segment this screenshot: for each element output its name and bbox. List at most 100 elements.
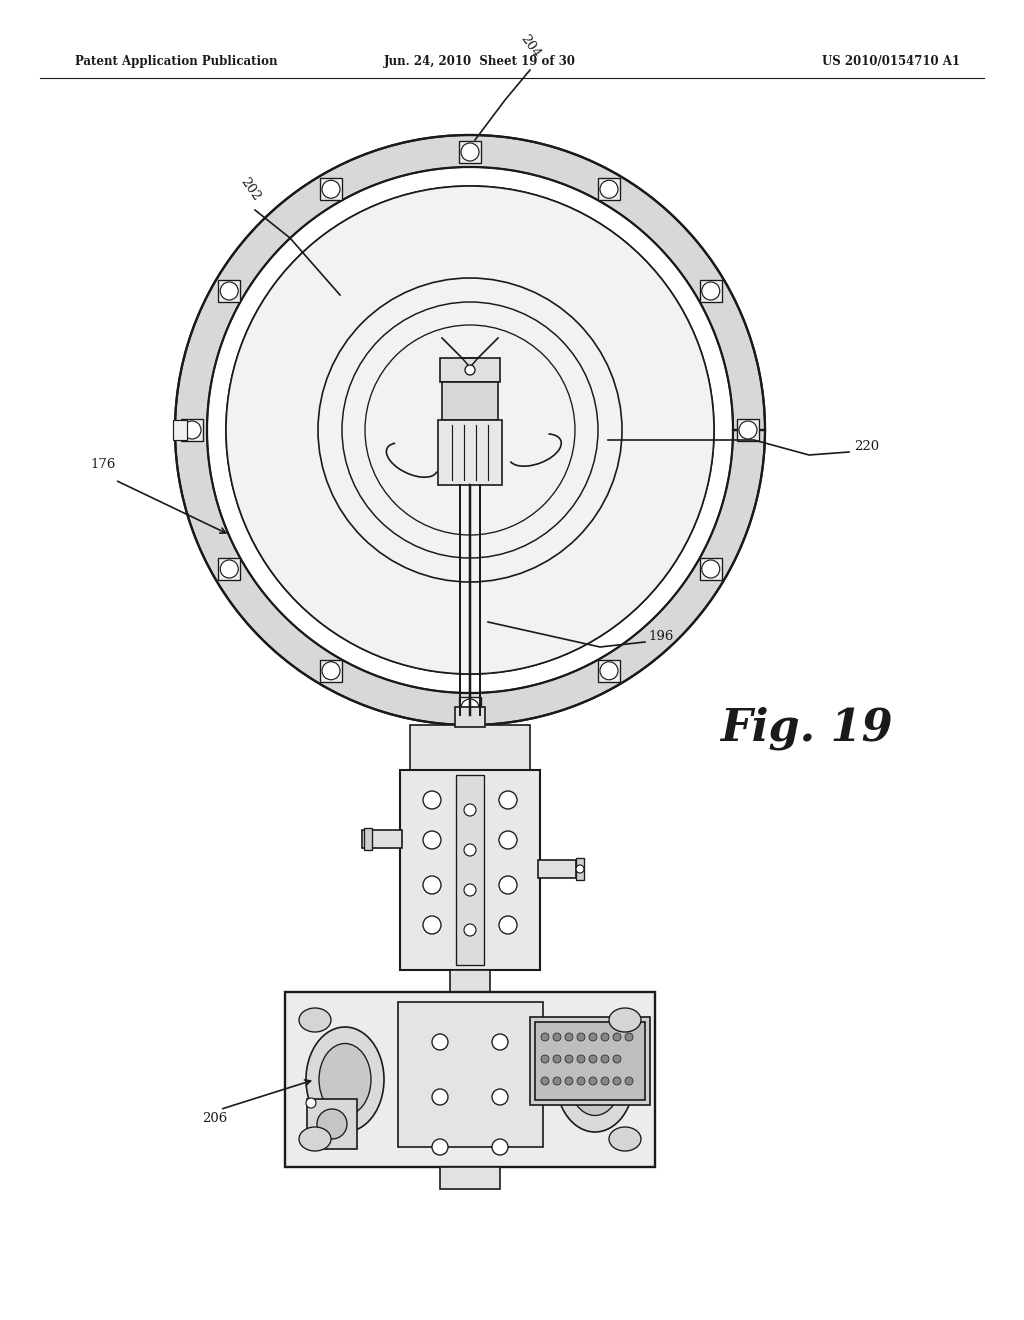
Circle shape — [613, 1034, 621, 1041]
Bar — [456, 775, 484, 965]
Circle shape — [701, 560, 720, 578]
Circle shape — [492, 1089, 508, 1105]
Circle shape — [541, 1034, 549, 1041]
Bar — [440, 1167, 500, 1189]
Circle shape — [600, 661, 618, 680]
Ellipse shape — [556, 1027, 634, 1133]
Circle shape — [317, 1109, 347, 1139]
Ellipse shape — [609, 1127, 641, 1151]
FancyBboxPatch shape — [459, 697, 481, 719]
Bar — [530, 1016, 650, 1105]
Ellipse shape — [569, 1044, 621, 1115]
Text: 206: 206 — [203, 1111, 227, 1125]
Circle shape — [601, 1055, 609, 1063]
Circle shape — [565, 1077, 573, 1085]
FancyBboxPatch shape — [459, 141, 481, 162]
Circle shape — [600, 181, 618, 198]
Circle shape — [739, 421, 757, 440]
Circle shape — [499, 791, 517, 809]
Circle shape — [226, 186, 714, 675]
Circle shape — [701, 282, 720, 300]
Circle shape — [423, 916, 441, 935]
Circle shape — [423, 791, 441, 809]
Circle shape — [464, 924, 476, 936]
Circle shape — [625, 1034, 633, 1041]
Text: Fig. 19: Fig. 19 — [720, 706, 893, 750]
Circle shape — [577, 1077, 585, 1085]
Ellipse shape — [299, 1008, 331, 1032]
Circle shape — [423, 876, 441, 894]
FancyBboxPatch shape — [218, 280, 241, 302]
Circle shape — [464, 843, 476, 855]
Bar — [440, 358, 500, 381]
Circle shape — [492, 1139, 508, 1155]
Circle shape — [565, 1055, 573, 1063]
Circle shape — [465, 366, 475, 375]
Circle shape — [575, 865, 584, 873]
FancyBboxPatch shape — [319, 178, 342, 201]
Circle shape — [625, 1077, 633, 1085]
Circle shape — [577, 1034, 585, 1041]
Bar — [362, 830, 402, 847]
Circle shape — [183, 421, 201, 440]
Circle shape — [589, 1034, 597, 1041]
Polygon shape — [175, 135, 765, 725]
Circle shape — [601, 1034, 609, 1041]
Circle shape — [432, 1034, 449, 1049]
Circle shape — [553, 1077, 561, 1085]
Circle shape — [220, 560, 239, 578]
Bar — [442, 381, 498, 420]
Bar — [400, 770, 540, 970]
Circle shape — [565, 1034, 573, 1041]
Circle shape — [220, 282, 239, 300]
FancyBboxPatch shape — [598, 660, 620, 681]
Bar — [538, 861, 575, 878]
Bar — [450, 970, 490, 993]
Bar — [364, 828, 372, 850]
FancyBboxPatch shape — [699, 558, 722, 579]
FancyBboxPatch shape — [181, 418, 203, 441]
FancyBboxPatch shape — [699, 280, 722, 302]
Bar — [285, 993, 655, 1167]
Circle shape — [306, 1098, 316, 1107]
Circle shape — [464, 804, 476, 816]
FancyBboxPatch shape — [218, 558, 241, 579]
Circle shape — [423, 832, 441, 849]
Circle shape — [589, 1055, 597, 1063]
Bar — [410, 725, 530, 770]
Circle shape — [499, 876, 517, 894]
Circle shape — [322, 181, 340, 198]
Text: US 2010/0154710 A1: US 2010/0154710 A1 — [822, 55, 961, 69]
Circle shape — [601, 1077, 609, 1085]
Ellipse shape — [319, 1044, 371, 1115]
Circle shape — [322, 661, 340, 680]
Text: Jun. 24, 2010  Sheet 19 of 30: Jun. 24, 2010 Sheet 19 of 30 — [384, 55, 575, 69]
Bar — [438, 420, 502, 484]
Bar — [535, 1022, 645, 1100]
Circle shape — [432, 1089, 449, 1105]
Text: 202: 202 — [238, 176, 262, 203]
FancyBboxPatch shape — [321, 660, 342, 681]
Circle shape — [492, 1034, 508, 1049]
Bar — [173, 420, 187, 440]
Circle shape — [461, 143, 479, 161]
Text: 196: 196 — [648, 630, 674, 643]
Text: Patent Application Publication: Patent Application Publication — [75, 55, 278, 69]
Text: 176: 176 — [90, 458, 116, 471]
Circle shape — [553, 1034, 561, 1041]
Ellipse shape — [299, 1127, 331, 1151]
Bar — [307, 1100, 357, 1148]
Circle shape — [499, 916, 517, 935]
Text: 204: 204 — [517, 32, 543, 59]
Bar — [397, 1002, 543, 1147]
Circle shape — [553, 1055, 561, 1063]
Circle shape — [589, 1077, 597, 1085]
Circle shape — [613, 1077, 621, 1085]
Circle shape — [499, 832, 517, 849]
Circle shape — [461, 700, 479, 717]
FancyBboxPatch shape — [737, 418, 759, 441]
Bar — [455, 708, 485, 727]
Circle shape — [432, 1139, 449, 1155]
Circle shape — [464, 884, 476, 896]
Circle shape — [541, 1077, 549, 1085]
